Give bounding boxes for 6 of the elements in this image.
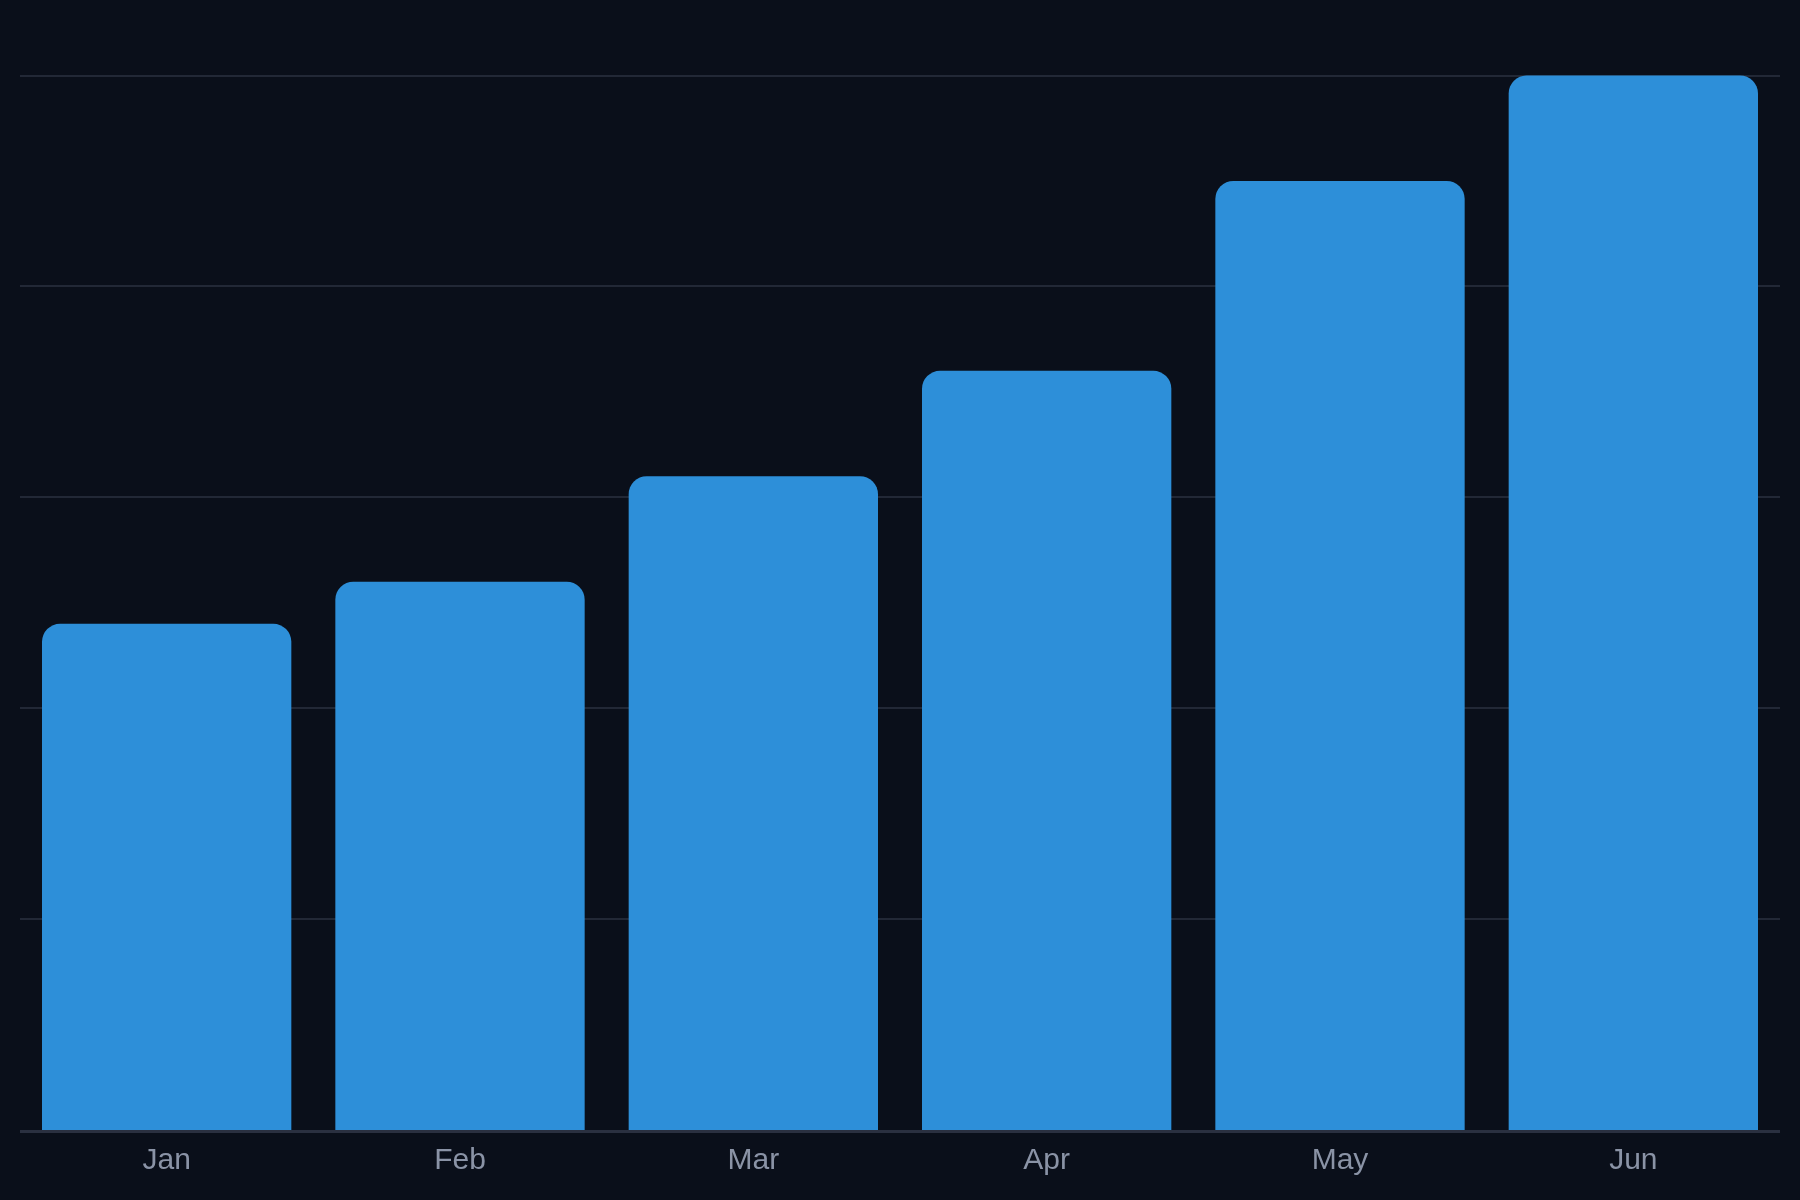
x-tick-label: Feb bbox=[434, 1142, 486, 1175]
x-tick-label: Jan bbox=[142, 1142, 191, 1175]
x-tick-label: Apr bbox=[1023, 1142, 1071, 1175]
x-tick-label: Jun bbox=[1609, 1142, 1658, 1175]
x-tick-label: Mar bbox=[727, 1142, 780, 1175]
x-tick-label: May bbox=[1311, 1142, 1369, 1175]
